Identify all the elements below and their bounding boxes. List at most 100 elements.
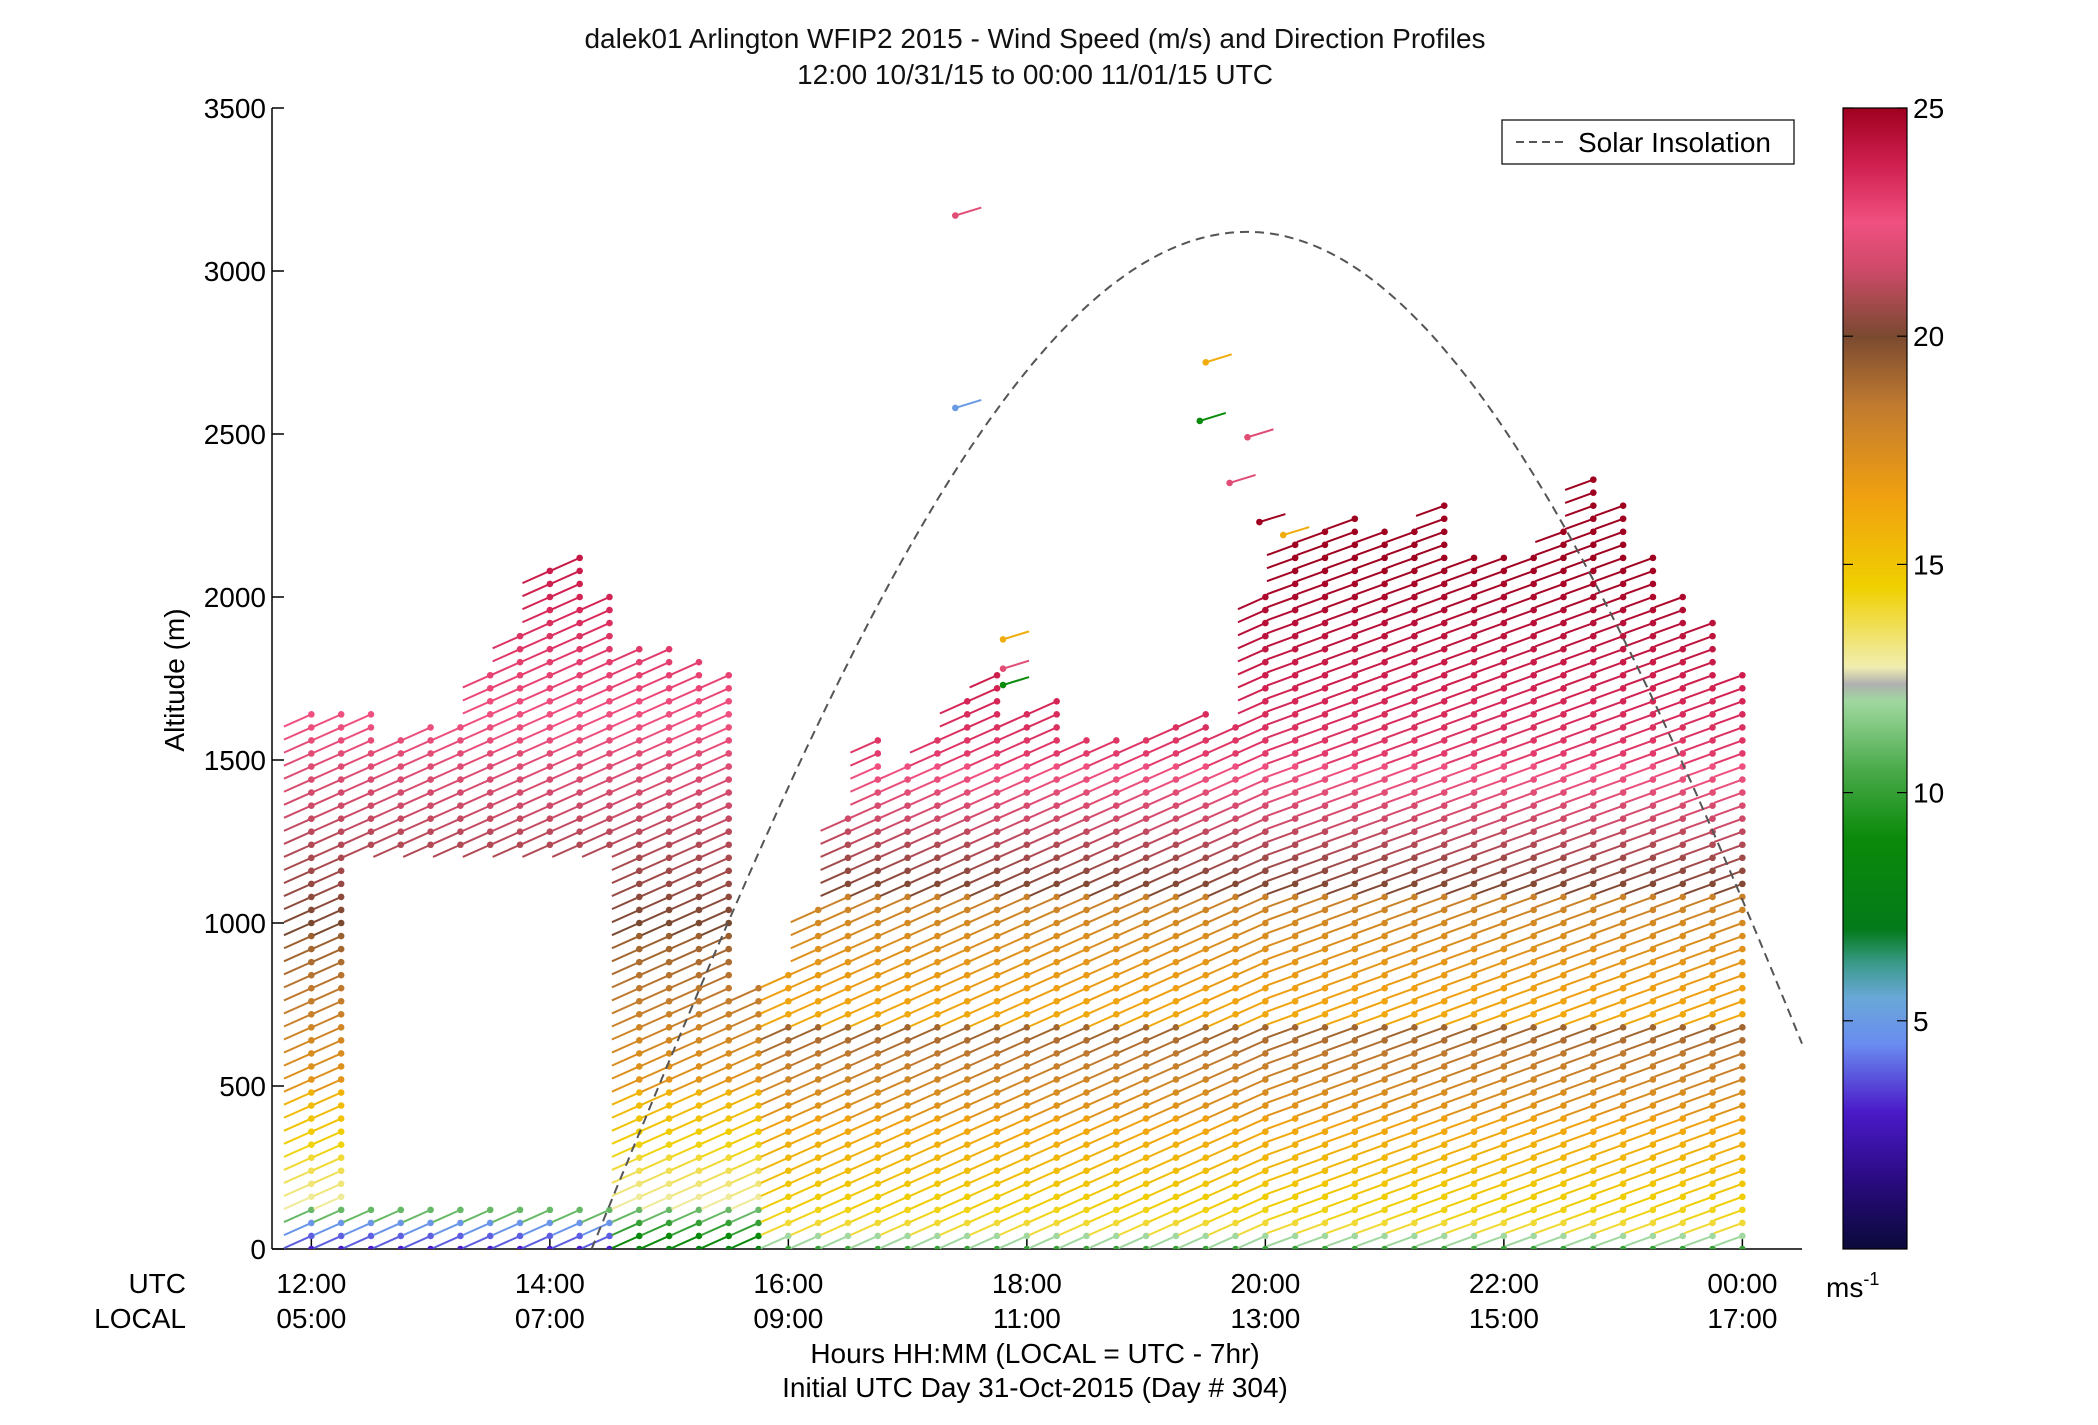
wind-barb-point (785, 1089, 792, 1096)
wind-barb (1505, 726, 1535, 739)
wind-barb (700, 1235, 730, 1249)
wind-barb (1326, 1013, 1356, 1026)
wind-barb (1326, 661, 1356, 674)
wind-barb-point (1411, 919, 1418, 927)
wind-barb (1654, 1013, 1684, 1026)
wind-barb (1296, 856, 1326, 870)
wind-barb (1534, 765, 1564, 778)
wind-barb-point (576, 567, 583, 575)
wind-barb (969, 922, 998, 937)
wind-barb-point (1291, 1206, 1299, 1214)
wind-barb (1088, 856, 1117, 871)
wind-barb (730, 1143, 759, 1158)
wind-barb-point (844, 854, 852, 862)
wind-barb (402, 778, 432, 793)
wind-barb (1684, 1182, 1713, 1196)
wind-barb (522, 635, 551, 650)
wind-barb (581, 1235, 610, 1249)
wind-barb (1415, 987, 1445, 1000)
wind-barb (1028, 1052, 1058, 1067)
wind-barb-point (725, 789, 733, 796)
wind-barb-point (1262, 880, 1269, 888)
wind-barb-point (1351, 867, 1359, 875)
wind-barb (1415, 596, 1445, 609)
wind-barb-point (516, 684, 524, 692)
wind-barb (611, 1143, 640, 1158)
wind-barb-point (486, 1206, 494, 1214)
wind-barb (1118, 922, 1147, 937)
wind-barb-point (1530, 893, 1537, 901)
wind-barb (1356, 1013, 1385, 1026)
wind-barb (1654, 856, 1684, 870)
wind-barb (879, 948, 909, 963)
wind-barb (879, 791, 909, 806)
wind-barb-point (1560, 1154, 1567, 1162)
wind-barb (671, 896, 700, 911)
wind-barb-point (1560, 828, 1567, 836)
wind-barb-point (1053, 1219, 1060, 1227)
wind-barb-point (1619, 763, 1627, 770)
wind-barb (1713, 726, 1743, 739)
wind-barb (671, 1078, 700, 1093)
wind-barb (1684, 1039, 1713, 1052)
wind-barb (820, 1208, 849, 1223)
wind-barb (1594, 726, 1624, 739)
wind-barb (432, 752, 461, 767)
wind-barb-point (1202, 750, 1210, 757)
wind-barb (1356, 752, 1385, 765)
wind-barb-point (1590, 789, 1597, 796)
wind-barb (1385, 1117, 1415, 1130)
wind-barb-point (844, 984, 852, 992)
wind-barb (1475, 974, 1505, 987)
wind-barb (879, 1091, 909, 1106)
wind-barb-point (1560, 1089, 1567, 1096)
wind-barb-point (695, 711, 703, 718)
wind-barb (1594, 791, 1624, 804)
wind-barb (1148, 1143, 1177, 1158)
wind-barb-point (665, 671, 673, 679)
wind-barb (1296, 765, 1326, 778)
wind-barb-point (695, 1245, 703, 1249)
wind-barb (879, 1013, 909, 1028)
wind-barb (551, 700, 581, 715)
wind-barb (1713, 765, 1743, 778)
wind-barb-point (1739, 1141, 1746, 1148)
wind-barb-point (1351, 1154, 1359, 1162)
wind-barb-point (1560, 919, 1567, 927)
wind-barb (1296, 713, 1326, 726)
wind-barb (338, 1248, 342, 1249)
wind-barb-point (1590, 815, 1597, 822)
wind-barb (1266, 948, 1296, 961)
wind-barb-point (1321, 776, 1329, 783)
wind-barb-point (1023, 932, 1031, 940)
wind-barb-point (993, 711, 1001, 718)
wind-barb-point (1649, 932, 1657, 940)
wind-barb-point (1083, 841, 1090, 849)
wind-barb-point (1291, 737, 1299, 744)
wind-barb-point (1739, 906, 1746, 914)
wind-barb-point (934, 1089, 941, 1096)
wind-barb-point (993, 867, 1001, 875)
wind-barb-point (1411, 1115, 1418, 1122)
wind-barb-point (963, 932, 971, 940)
wind-barb (1296, 596, 1326, 609)
wind-barb (939, 882, 968, 897)
wind-barb (1475, 1235, 1505, 1248)
wind-barb-point (1679, 1024, 1687, 1031)
wind-barb-point (1530, 658, 1537, 666)
wind-barb-point (1679, 971, 1687, 979)
wind-barb (1326, 1091, 1356, 1104)
wind-barb-point (1440, 1102, 1448, 1109)
wind-barb (909, 1013, 938, 1028)
wind-barb-point (874, 802, 882, 809)
wind-barb (313, 896, 342, 911)
wind-barb (1475, 817, 1505, 830)
wind-barb-point (1053, 1089, 1060, 1096)
wind-barb-point (695, 1193, 703, 1201)
wind-barb-point (1202, 737, 1210, 744)
wind-barb-point (1590, 619, 1597, 627)
wind-barb-point (844, 841, 852, 849)
wind-barb (760, 1065, 789, 1080)
wind-barb-point (785, 1193, 792, 1201)
wind-barb (641, 987, 670, 1002)
